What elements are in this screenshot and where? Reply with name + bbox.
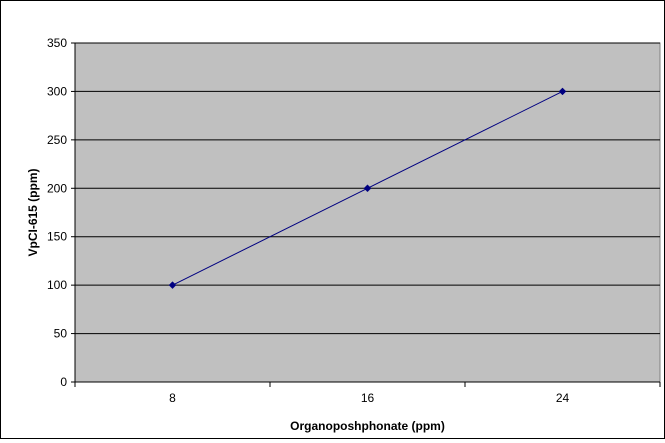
series-layer (168, 87, 567, 289)
x-tick-label: 8 (169, 391, 176, 405)
y-tick-label: 0 (60, 375, 67, 389)
y-tick-label: 250 (47, 133, 67, 147)
data-point (363, 184, 372, 193)
y-tick-label: 100 (47, 278, 67, 292)
x-axis-title: Organoposhphonate (ppm) (290, 419, 445, 433)
y-axis: 0 50 100 150 200 250 300 350 (47, 36, 76, 389)
x-tick-label: 16 (361, 391, 375, 405)
y-tick-label: 50 (54, 327, 68, 341)
y-tick-label: 350 (47, 36, 67, 50)
x-tick-label: 24 (556, 391, 570, 405)
plot-area (74, 42, 661, 383)
y-tick-label: 150 (47, 230, 67, 244)
y-axis-title: VpCI-615 (ppm) (26, 168, 40, 256)
data-point (168, 281, 177, 289)
y-tick-label: 300 (47, 84, 67, 98)
data-point (558, 87, 567, 96)
x-axis: 8 16 24 (74, 381, 661, 405)
y-tick-label: 200 (47, 181, 67, 195)
